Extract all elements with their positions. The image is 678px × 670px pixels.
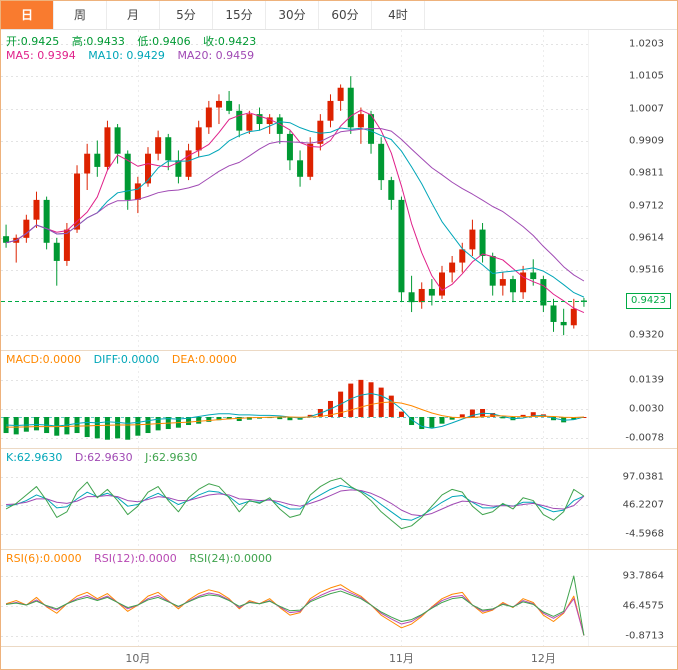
y-axis-label: 0.9909 <box>629 135 664 147</box>
y-axis-label: 0.0030 <box>629 403 664 415</box>
y-axis-label: 0.9811 <box>629 167 664 179</box>
x-axis-month-label: 10月 <box>125 652 151 665</box>
y-axis-label: 0.9614 <box>629 232 664 244</box>
tab-5分[interactable]: 5分 <box>160 1 213 29</box>
rsi-info: RSI(6):0.0000 RSI(12):0.0000 RSI(24):0.0… <box>6 552 281 565</box>
tab-15分[interactable]: 15分 <box>213 1 266 29</box>
y-axis-label: 1.0007 <box>629 103 664 114</box>
candlestick-chart-canvas[interactable] <box>1 30 589 350</box>
ma20-value: MA20: 0.9459 <box>177 49 255 62</box>
tab-30分[interactable]: 30分 <box>266 1 319 29</box>
y-axis-label: -4.5968 <box>625 528 664 540</box>
y-axis-label: 0.0139 <box>629 374 664 386</box>
price-axis: 1.0203 1.0105 1.0007 0.9909 0.9811 0.9712 0.96… <box>588 30 677 350</box>
kdj-axis: 97.0381 46.2207 -4.5968 <box>588 449 677 549</box>
y-axis-label: 46.2207 <box>622 499 664 511</box>
x-axis-month-label: 12月 <box>530 652 556 665</box>
ma5-value: MA5: 0.9394 <box>6 49 76 62</box>
rsi-panel: 93.7864 46.4575 -0.8713 RSI(6):0.0000 RSI(… <box>1 550 677 647</box>
y-axis-label: 0.9320 <box>629 329 664 341</box>
d-value: D:62.9630 <box>74 451 133 464</box>
high-value: 高:0.9433 <box>71 35 125 48</box>
x-axis: 10月 11月 12月 <box>1 647 677 669</box>
kdj-info: K:62.9630 D:62.9630 J:62.9630 <box>6 451 207 464</box>
kdj-panel: 97.0381 46.2207 -4.5968 K:62.9630 D:62.963… <box>1 449 677 550</box>
y-axis-label: 1.0203 <box>629 38 664 50</box>
tab-60分[interactable]: 60分 <box>319 1 372 29</box>
x-axis-month-label: 11月 <box>388 652 414 665</box>
tab-周[interactable]: 周 <box>54 1 107 29</box>
macd-axis: 0.0139 0.0030 -0.0078 <box>588 351 677 448</box>
y-axis-label: -0.0078 <box>625 432 664 444</box>
rsi24-value: RSI(24):0.0000 <box>189 552 272 565</box>
rsi-chart-canvas[interactable] <box>1 550 589 646</box>
y-axis-label: -0.8713 <box>625 630 664 642</box>
macd-value: MACD:0.0000 <box>6 353 82 366</box>
y-axis-label: 0.9712 <box>629 200 664 212</box>
tab-日[interactable]: 日 <box>1 1 54 29</box>
y-axis-label: 93.7864 <box>622 570 664 582</box>
rsi12-value: RSI(12):0.0000 <box>94 552 177 565</box>
k-value: K:62.9630 <box>6 451 63 464</box>
j-value: J:62.9630 <box>145 451 198 464</box>
tab-4时[interactable]: 4时 <box>372 1 425 29</box>
diff-value: DIFF:0.0000 <box>93 353 160 366</box>
macd-info: MACD:0.0000 DIFF:0.0000 DEA:0.0000 <box>6 353 246 366</box>
y-axis-label: 97.0381 <box>622 471 664 483</box>
y-axis-label: 46.4575 <box>622 600 664 612</box>
y-axis-label: 1.0105 <box>629 70 664 82</box>
main-chart-panel: 1.0203 1.0105 1.0007 0.9909 0.9811 0.9712 0.96… <box>1 30 677 351</box>
interval-tabs: 日周月 5分 15分 30分 60分 4时 <box>1 1 677 30</box>
kdj-chart-canvas[interactable] <box>1 449 589 549</box>
ma-info: MA5: 0.9394 MA10: 0.9429 MA20: 0.9459 <box>6 49 263 62</box>
open-value: 开:0.9425 <box>6 35 60 48</box>
rsi-axis: 93.7864 46.4575 -0.8713 <box>588 550 677 646</box>
ohlc-info: 开:0.9425 高:0.9433 低:0.9406 收:0.9423 <box>6 33 265 49</box>
low-value: 低:0.9406 <box>137 35 191 48</box>
current-price-tag: 0.9423 <box>626 293 671 310</box>
ma10-value: MA10: 0.9429 <box>88 49 165 62</box>
macd-panel: 0.0139 0.0030 -0.0078 MACD:0.0000 DIFF:0.0… <box>1 351 677 449</box>
dea-value: DEA:0.0000 <box>171 353 237 366</box>
tab-月[interactable]: 月 <box>107 1 160 29</box>
macd-chart-canvas[interactable] <box>1 351 589 448</box>
close-value: 收:0.9423 <box>203 35 257 48</box>
rsi6-value: RSI(6):0.0000 <box>6 552 82 565</box>
y-axis-label: 0.9516 <box>629 264 664 276</box>
